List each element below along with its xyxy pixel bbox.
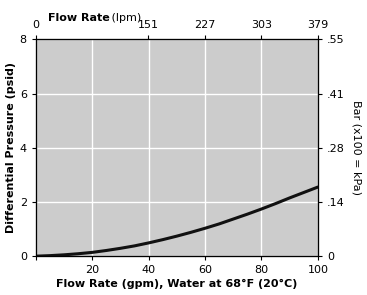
Text: Flow Rate: Flow Rate bbox=[48, 13, 109, 23]
Y-axis label: Differential Pressure (psid): Differential Pressure (psid) bbox=[6, 62, 15, 233]
Text: (lpm): (lpm) bbox=[108, 13, 142, 23]
Y-axis label: Bar (x100 = kPa): Bar (x100 = kPa) bbox=[352, 100, 361, 195]
X-axis label: Flow Rate (gpm), Water at 68°F (20°C): Flow Rate (gpm), Water at 68°F (20°C) bbox=[56, 279, 298, 289]
